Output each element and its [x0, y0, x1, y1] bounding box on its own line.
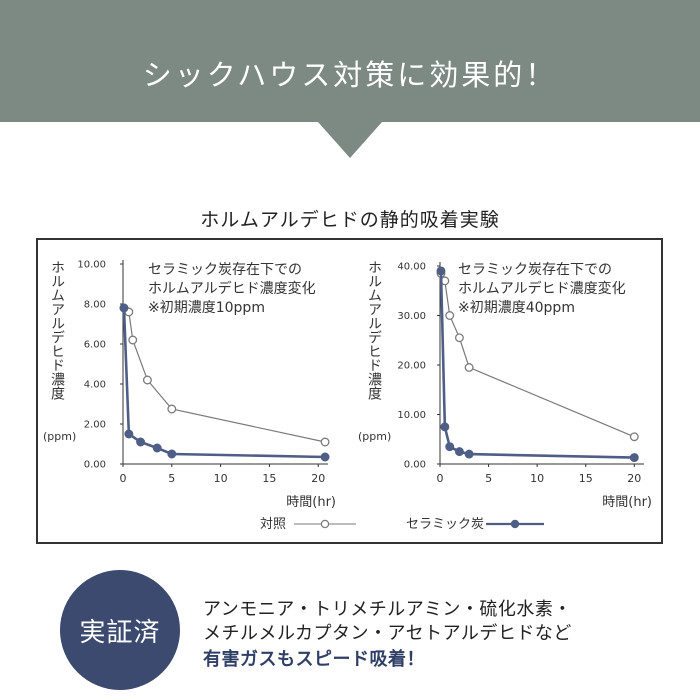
data-point-ceramic-charcoal [124, 429, 134, 439]
y-tick-label: 20.00 [397, 361, 426, 372]
chart-frame: 0.00 2.00 4.00 6.00 8.00 10.00 0 5 10 15 20 ホルムアルデヒ… [36, 238, 663, 544]
legend-label: セラミック炭 [406, 517, 484, 532]
series-line-control [440, 273, 635, 438]
x-tick-label: 15 [262, 472, 276, 485]
data-point-ceramic-charcoal [136, 437, 146, 447]
y-tick-label: 2.00 [84, 420, 106, 431]
y-tick-label: 0.00 [404, 460, 426, 471]
legend-label: 対照 [260, 517, 286, 532]
chart-annotation-line: セラミック炭存在下での [458, 262, 612, 278]
y-tick-label: 10.00 [397, 410, 426, 421]
y-tick-label: 0.00 [84, 460, 106, 471]
verified-badge: 実証済 [60, 570, 180, 690]
x-tick-label: 5 [168, 472, 175, 485]
data-point-control [320, 437, 330, 447]
data-point-ceramic-charcoal [152, 443, 162, 453]
y-axis-label: ホルムアルデヒド濃度 [49, 260, 65, 400]
x-tick-label: 5 [485, 472, 492, 485]
series-line-ceramic-charcoal [122, 307, 326, 459]
data-point-ceramic-charcoal [629, 453, 639, 463]
y-tick-label: 10.00 [77, 260, 106, 271]
x-tick-label: 10 [530, 472, 544, 485]
chart-annotation-line: ※初期濃度40ppm [458, 299, 575, 316]
data-point-ceramic-charcoal [119, 303, 129, 313]
y-axis-unit: (ppm) [43, 430, 76, 443]
data-point-control [167, 404, 177, 414]
x-tick-label: 20 [627, 472, 641, 485]
x-tick-label: 0 [120, 472, 127, 485]
headline: シックハウス対策に効果的！ [142, 58, 558, 92]
experiment-title: ホルムアルデヒドの静的吸着実験 [200, 209, 500, 231]
series-line-control [123, 307, 326, 443]
x-tick-label: 15 [579, 472, 593, 485]
y-tick-label: 40.00 [397, 262, 426, 273]
data-point-control [454, 333, 464, 343]
y-tick-label: 4.00 [84, 380, 106, 391]
y-tick-label: 6.00 [84, 340, 106, 351]
x-tick-label: 20 [311, 472, 325, 485]
data-point-ceramic-charcoal [167, 449, 177, 459]
data-point-ceramic-charcoal [440, 422, 450, 432]
legend-marker [320, 519, 330, 529]
data-point-control [128, 335, 138, 345]
data-point-ceramic-charcoal [320, 452, 330, 462]
data-point-ceramic-charcoal [445, 442, 455, 452]
charts-svg: 0.00 2.00 4.00 6.00 8.00 10.00 0 5 10 15 20 ホルムアルデヒ… [43, 260, 652, 533]
x-tick-label: 10 [214, 472, 228, 485]
legend-marker [510, 519, 520, 529]
y-axis-unit: (ppm) [358, 430, 391, 443]
x-axis-label: 時間(hr) [602, 495, 652, 510]
x-tick-label: 0 [437, 472, 444, 485]
chart-annotation-line: セラミック炭存在下での [148, 262, 302, 278]
chart-annotation-line: ※初期濃度10ppm [148, 299, 265, 316]
gas-list-emphasis: 有害ガスもスピード吸着！ [203, 649, 425, 670]
data-point-control [629, 432, 639, 442]
series-line-ceramic-charcoal [439, 270, 635, 459]
data-point-ceramic-charcoal [436, 266, 446, 276]
gas-list-line-1: アンモニア・トリメチルアミン・硫化水素・ [203, 599, 572, 620]
data-point-control [464, 363, 474, 372]
x-axis-label: 時間(hr) [286, 495, 336, 510]
header-banner [0, 0, 700, 158]
data-point-ceramic-charcoal [454, 447, 464, 457]
gas-list-line-2: メチルメルカプタン・アセトアルデヒドなど [203, 623, 572, 644]
data-point-ceramic-charcoal [464, 449, 474, 459]
data-point-control [142, 375, 152, 385]
chart-annotation-line: ホルムアルデヒド濃度変化 [148, 280, 316, 297]
badge-text: 実証済 [79, 618, 161, 648]
y-tick-label: 8.00 [84, 300, 106, 311]
chart-annotation-line: ホルムアルデヒド濃度変化 [458, 280, 626, 297]
data-point-control [445, 311, 455, 320]
y-tick-label: 30.00 [397, 311, 426, 322]
y-axis-label: ホルムアルデヒド濃度 [366, 260, 382, 400]
